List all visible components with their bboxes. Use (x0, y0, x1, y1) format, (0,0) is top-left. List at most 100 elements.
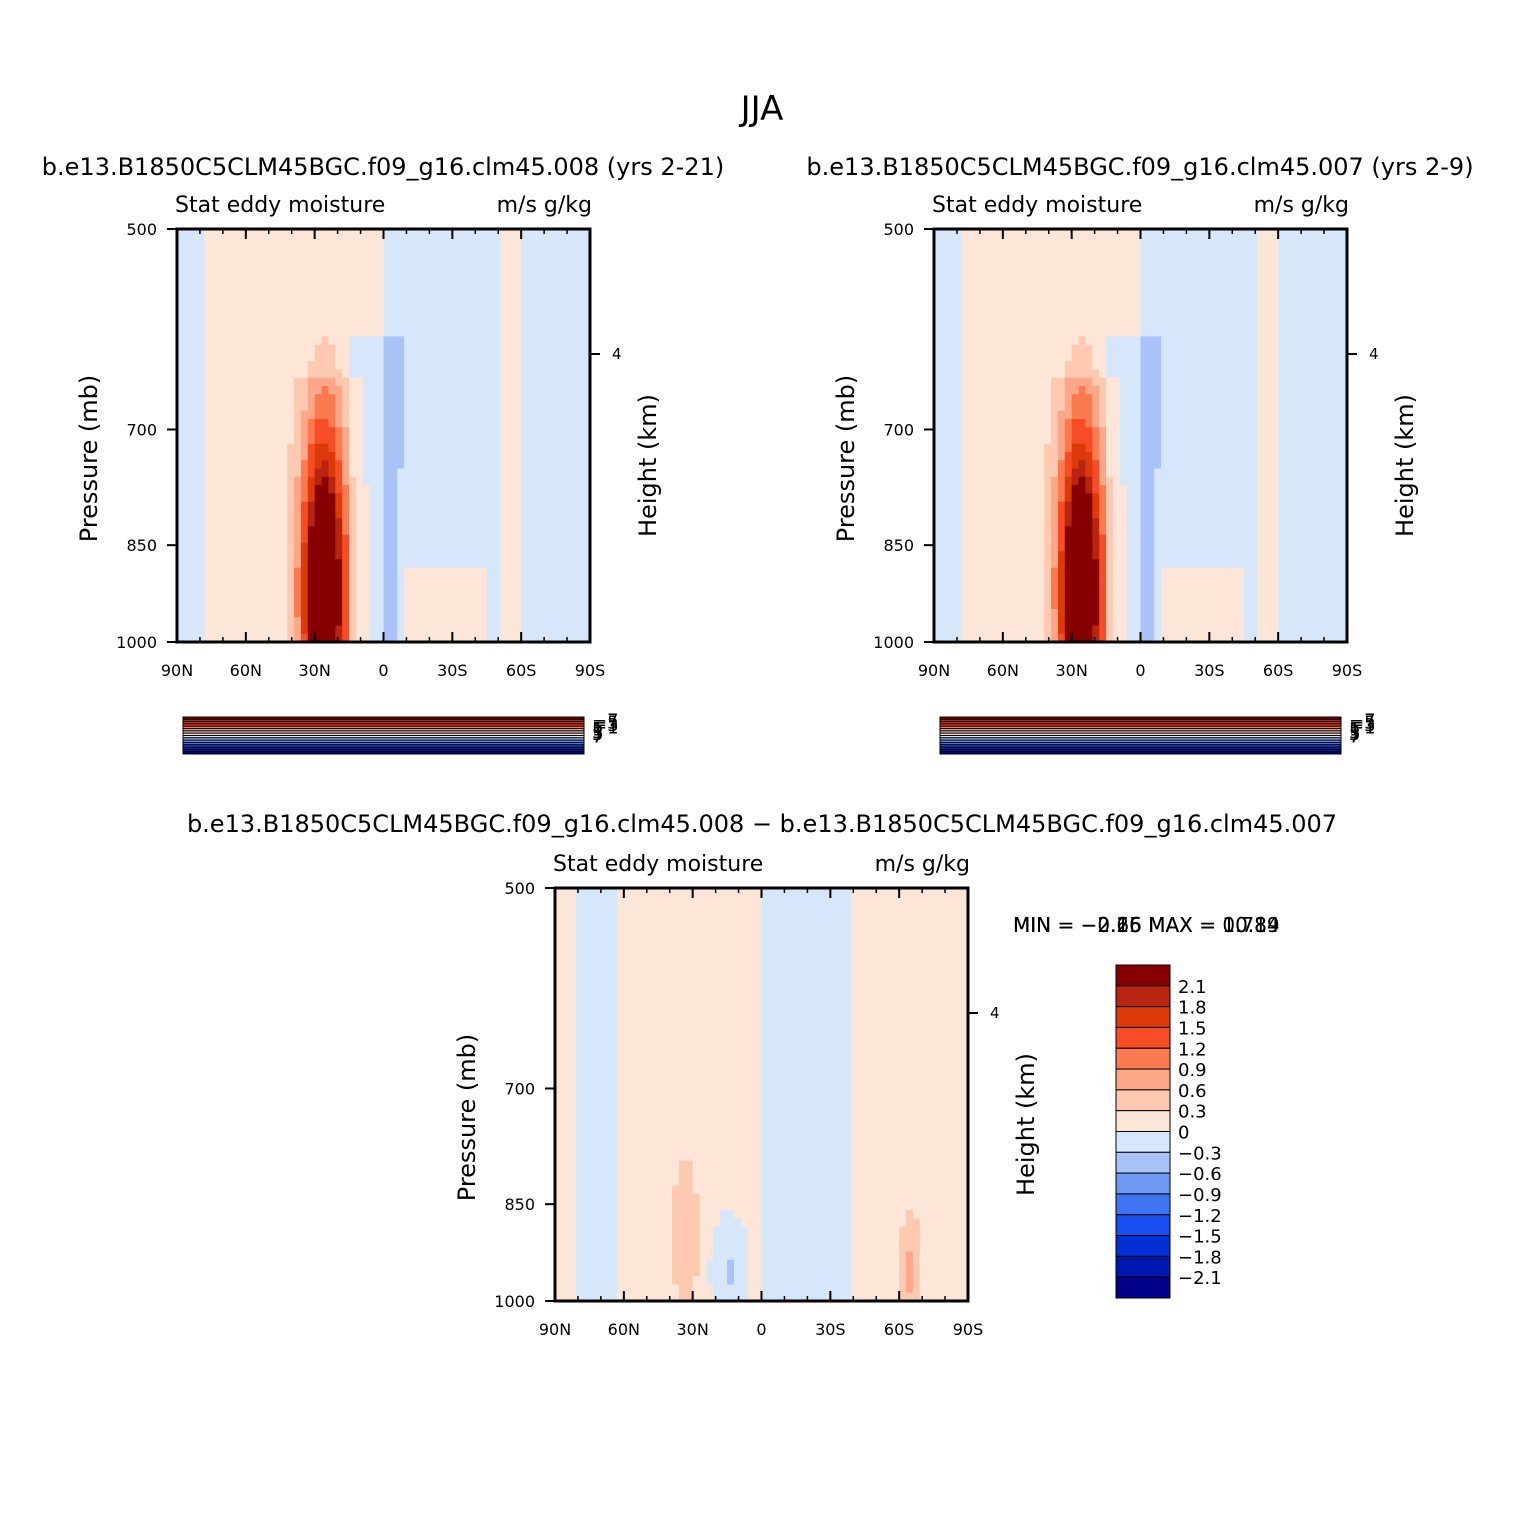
contour-cell (308, 469, 315, 478)
contour-cell (198, 625, 205, 634)
contour-cell (514, 345, 521, 354)
contour-cell (1141, 510, 1148, 519)
contour-cell (445, 535, 452, 544)
contour-cell (996, 460, 1003, 469)
contour-cell (1030, 378, 1037, 387)
contour-cell (535, 551, 542, 560)
contour-cell (1023, 625, 1030, 634)
contour-cell (445, 295, 452, 304)
contour-cell (1017, 361, 1024, 370)
contour-cell (315, 526, 322, 535)
contour-cell (941, 485, 948, 494)
contour-cell (473, 535, 480, 544)
contour-cell (418, 270, 425, 279)
contour-cell (542, 279, 549, 288)
contour-cell (975, 419, 982, 428)
contour-cell (260, 237, 267, 246)
contour-cell (1168, 592, 1175, 601)
contour-cell (349, 535, 356, 544)
contour-cell (356, 469, 363, 478)
contour-cell (569, 510, 576, 519)
contour-cell (384, 254, 391, 263)
contour-cell (1106, 402, 1113, 411)
contour-cell (989, 262, 996, 271)
contour-cell (941, 287, 948, 296)
contour-cell (487, 543, 494, 552)
contour-cell (225, 510, 232, 519)
contour-cell (982, 427, 989, 436)
contour-cell (962, 394, 969, 403)
contour-cell (1134, 345, 1141, 354)
contour-cell (1058, 518, 1065, 527)
contour-cell (1079, 477, 1086, 486)
contour-cell (1044, 287, 1051, 296)
contour-cell (1120, 246, 1127, 255)
contour-cell (211, 452, 218, 461)
contour-cell (521, 510, 528, 519)
contour-cell (205, 584, 212, 593)
contour-cell (569, 345, 576, 354)
contour-cell (514, 559, 521, 568)
contour-cell (404, 543, 411, 552)
contour-cell (260, 551, 267, 560)
contour-cell (239, 262, 246, 271)
contour-cell (1147, 279, 1154, 288)
contour-cell (562, 312, 569, 321)
contour-cell (941, 601, 948, 610)
contour-cell (294, 477, 301, 486)
contour-cell (535, 295, 542, 304)
contour-cell (1099, 386, 1106, 395)
contour-cell (1085, 502, 1092, 511)
contour-cell (356, 237, 363, 246)
contour-field (177, 229, 591, 643)
contour-cell (556, 320, 563, 329)
contour-cell (1175, 402, 1182, 411)
contour-cell (377, 601, 384, 610)
contour-cell (968, 493, 975, 502)
contour-cell (425, 386, 432, 395)
contour-cell (322, 411, 329, 420)
contour-cell (1120, 436, 1127, 445)
contour-cell (232, 518, 239, 527)
contour-cell (1065, 336, 1072, 345)
contour-cell (266, 592, 273, 601)
contour-cell (232, 353, 239, 362)
contour-cell (205, 287, 212, 296)
contour-cell (542, 535, 549, 544)
contour-cell (962, 361, 969, 370)
contour-cell (377, 510, 384, 519)
contour-cell (439, 270, 446, 279)
contour-cell (494, 411, 501, 420)
contour-cell (501, 312, 508, 321)
contour-cell (363, 419, 370, 428)
contour-cell (445, 361, 452, 370)
contour-cell (198, 402, 205, 411)
contour-cell (996, 510, 1003, 519)
contour-cell (556, 353, 563, 362)
contour-cell (989, 493, 996, 502)
contour-cell (363, 336, 370, 345)
contour-cell (1141, 279, 1148, 288)
contour-cell (266, 518, 273, 527)
contour-cell (239, 312, 246, 321)
contour-cell (948, 518, 955, 527)
panel-title: b.e13.B1850C5CLM45BGC.f09_g16.clm45.007 … (806, 153, 1473, 181)
contour-cell (549, 386, 556, 395)
contour-cell (349, 526, 356, 535)
contour-cell (232, 361, 239, 370)
contour-cell (975, 617, 982, 626)
contour-cell (425, 526, 432, 535)
contour-cell (1065, 584, 1072, 593)
contour-cell (968, 518, 975, 527)
contour-cell (975, 386, 982, 395)
contour-cell (975, 502, 982, 511)
contour-cell (308, 287, 315, 296)
contour-cell (514, 279, 521, 288)
contour-cell (941, 526, 948, 535)
contour-cell (996, 386, 1003, 395)
contour-cell (941, 246, 948, 255)
contour-cell (1113, 535, 1120, 544)
contour-cell (542, 254, 549, 263)
contour-cell (1182, 601, 1189, 610)
contour-cell (982, 328, 989, 337)
